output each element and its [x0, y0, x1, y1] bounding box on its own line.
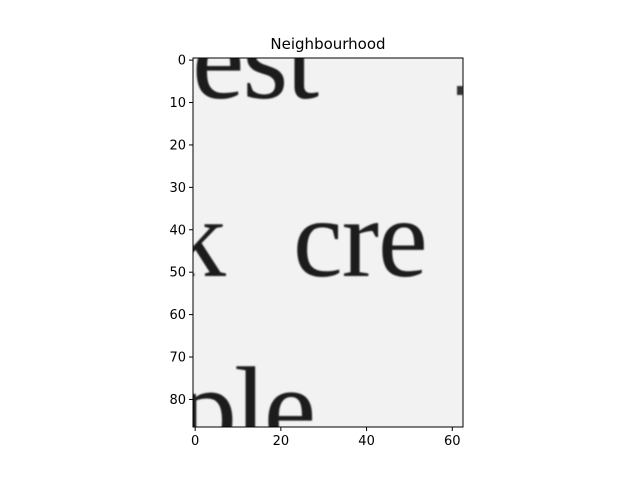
x-tick-label: 0 [191, 434, 199, 449]
glyph-fragment-left: k [170, 177, 226, 301]
word-fragment-bottom: ple [178, 343, 313, 474]
word-fragment-top: est [192, 0, 319, 124]
y-axis: 0 10 20 30 40 50 60 70 80 [169, 54, 193, 408]
image-paper-background [193, 58, 463, 427]
y-tick-label: 50 [169, 266, 186, 281]
y-tick-label: 40 [169, 223, 186, 238]
x-tick-label: 40 [358, 434, 375, 449]
word-fragment-middle: cre [293, 177, 427, 301]
heatmap-image: est k cre ple [170, 0, 463, 474]
y-tick-label: 20 [169, 138, 186, 153]
y-tick-label: 10 [169, 96, 186, 111]
x-tick-label: 60 [444, 434, 461, 449]
ink-speck [457, 86, 463, 95]
y-tick-label: 60 [169, 308, 186, 323]
y-tick-label: 70 [169, 351, 186, 366]
y-tick-label: 0 [178, 54, 186, 69]
axes-frame [192, 57, 464, 428]
x-axis: 0 20 40 60 [191, 427, 461, 449]
y-tick-label: 30 [169, 181, 186, 196]
x-tick-label: 20 [273, 434, 290, 449]
chart-title: Neighbourhood [270, 35, 385, 53]
y-tick-label: 80 [169, 393, 186, 408]
